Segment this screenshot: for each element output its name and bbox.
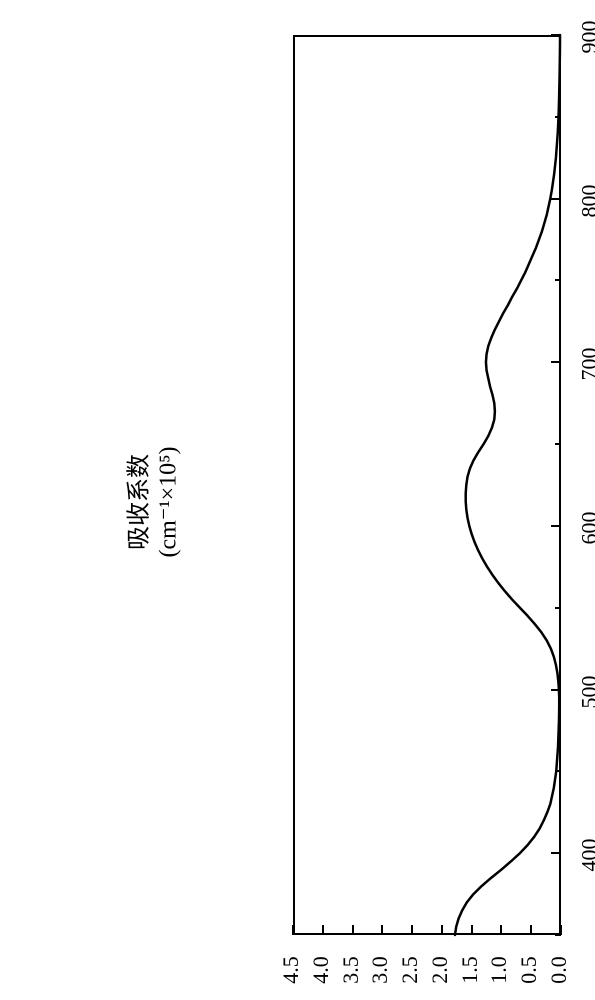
y-tick [500,925,502,935]
absorption-curve [0,0,595,1000]
x-tick [551,361,561,363]
chart-container: 400 500 600 700 800 900 0.00.51.01.52.02.53.03… [0,0,595,1000]
x-tick-label: 600 [577,511,595,544]
y-tick [530,925,532,935]
y-tick-label: 2.5 [397,956,423,984]
x-tick [551,198,561,200]
y-tick [322,925,324,935]
x-tick [551,689,561,691]
x-tick-label: 400 [577,839,595,872]
x-minor-tick [555,116,561,118]
x-minor-tick [555,443,561,445]
x-tick-label: 800 [577,184,595,217]
y-axis-label-line2: (cm⁻¹×10⁵) [154,446,183,557]
y-tick-label: 0.0 [546,956,572,984]
x-tick-label: 900 [577,21,595,54]
y-tick-label: 3.0 [367,956,393,984]
y-tick [292,925,294,935]
y-tick [411,925,413,935]
x-minor-tick [555,770,561,772]
y-tick [560,925,562,935]
y-tick-label: 3.5 [337,956,363,984]
x-tick [551,852,561,854]
x-tick-label: 500 [577,675,595,708]
x-tick [551,525,561,527]
y-axis-label: 吸收系数 (cm⁻¹×10⁵) [119,446,183,557]
y-tick [381,925,383,935]
series-line [455,35,560,935]
y-tick [471,925,473,935]
y-tick-label: 0.5 [516,956,542,984]
y-axis-label-line1: 吸收系数 [119,446,154,557]
y-tick-label: 1.0 [486,956,512,984]
x-tick-label: 700 [577,348,595,381]
x-minor-tick [555,607,561,609]
y-tick-label: 4.0 [308,956,334,984]
y-tick-label: 4.5 [278,956,304,984]
y-tick-label: 1.5 [456,956,482,984]
x-minor-tick [555,279,561,281]
y-tick [441,925,443,935]
y-tick-label: 2.0 [427,956,453,984]
x-tick [551,34,561,36]
y-tick [352,925,354,935]
